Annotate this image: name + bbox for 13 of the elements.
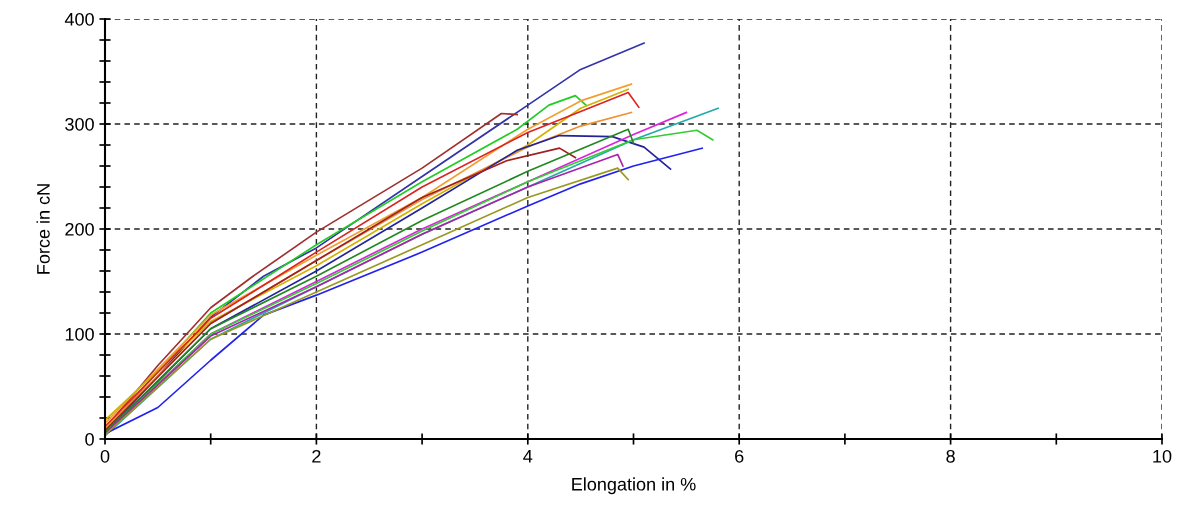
x-axis-title: Elongation in % [572,477,696,495]
x-tick-label: 8 [946,449,955,463]
y-tick-label: 300 [65,117,94,131]
x-tick-label: 2 [312,449,321,463]
x-tick-label: 10 [1153,449,1172,463]
x-tick-label: 6 [735,449,744,463]
y-tick-label: 400 [64,12,94,26]
y-tick-label: 200 [65,222,94,236]
x-tick-label: 0 [100,449,110,463]
y-axis-title: Force in cN [36,184,50,274]
x-tick-label: 4 [523,450,533,463]
y-tick-label: 0 [85,432,94,446]
y-tick-label: 100 [65,327,94,341]
